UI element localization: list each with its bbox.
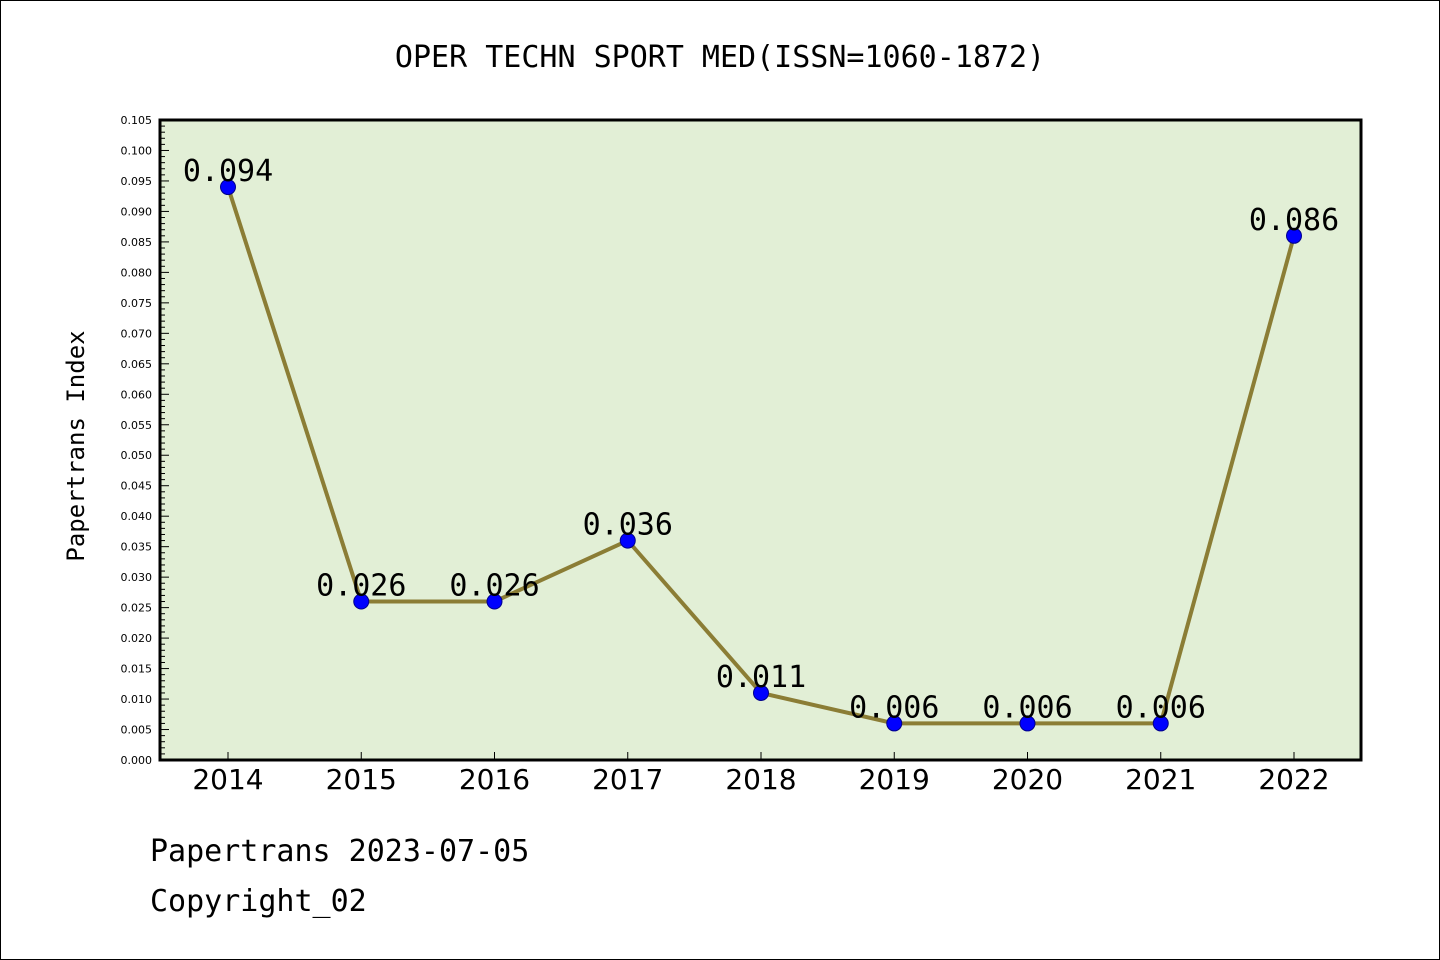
y-tick-label: 0.065 [121,358,153,371]
x-tick-label: 2016 [459,763,530,796]
y-tick-label: 0.050 [121,449,153,462]
x-tick-label: 2015 [326,763,397,796]
data-label: 0.026 [316,569,406,604]
data-label: 0.006 [849,690,939,725]
x-tick-label: 2017 [592,763,663,796]
footer-date-line: Papertrans 2023-07-05 [150,834,530,869]
data-label: 0.036 [583,508,673,543]
footer-copyright: Copyright_02 [150,884,367,919]
data-point [886,715,903,732]
data-point [220,179,236,196]
data-label: 0.006 [1116,690,1206,725]
x-tick-label: 2018 [725,763,796,796]
data-point [753,684,769,701]
data-labels: 0.094 0.026 0.026 0.036 0.011 0.006 0.006 0.006… [183,154,1339,725]
y-tick-label: 0.005 [121,724,153,737]
data-point [1019,715,1036,732]
x-axis: 2014 2015 2016 2017 2018 2019 2020 2021 2022 [192,752,1330,796]
data-label: 0.086 [1249,203,1339,238]
y-axis: 0.000 0.005 0.010 0.015 0.020 0.025 0.030 0.035… [121,114,169,767]
y-tick-label: 0.060 [121,388,153,401]
data-label: 0.026 [449,569,539,604]
data-label: 0.006 [982,690,1072,725]
y-tick-label: 0.070 [121,327,153,340]
chart-title: OPER TECHN SPORT MED(ISSN=1060-1872) [395,40,1045,75]
y-tick-label: 0.105 [121,114,153,127]
y-tick-label: 0.100 [121,144,153,157]
y-tick-label: 0.090 [121,205,153,218]
y-tick-label: 0.025 [121,602,153,615]
y-tick-label: 0.035 [121,541,153,554]
data-point [353,593,370,610]
y-tick-label: 0.080 [121,266,153,279]
x-tick-label: 2019 [859,763,930,796]
y-tick-label: 0.055 [121,419,153,432]
y-tick-label: 0.010 [121,693,153,706]
x-tick-label: 2022 [1258,763,1329,796]
data-point [486,593,503,610]
y-tick-label: 0.040 [121,510,153,523]
y-tick-label: 0.045 [121,480,153,493]
x-tick-label: 2020 [992,763,1063,796]
data-label: 0.011 [716,660,806,695]
y-tick-label: 0.095 [121,175,153,188]
data-point [1152,715,1169,732]
y-tick-label: 0.030 [121,571,153,584]
x-tick-label: 2014 [192,763,263,796]
data-point [1286,227,1302,244]
y-tick-label: 0.000 [121,754,153,767]
data-label: 0.094 [183,154,273,189]
data-point [619,532,636,549]
x-tick-label: 2021 [1125,763,1196,796]
y-tick-label: 0.085 [121,236,153,249]
y-tick-label: 0.015 [121,663,153,676]
y-axis-label: Papertrans Index [62,330,90,561]
y-tick-label: 0.020 [121,632,153,645]
plot-area [158,118,1363,762]
series-markers [220,179,1302,732]
y-tick-label: 0.075 [121,297,153,310]
